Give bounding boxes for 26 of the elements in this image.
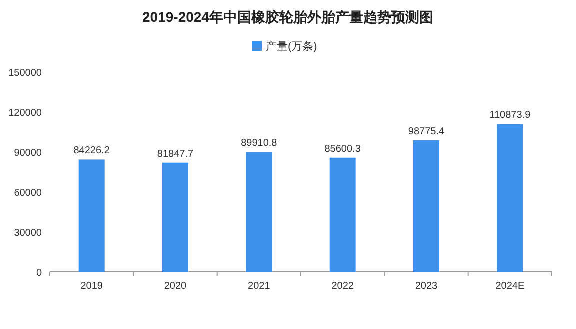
x-tick-label: 2019 bbox=[80, 281, 104, 292]
x-tick-label: 2024E bbox=[496, 281, 525, 292]
legend-label: 产量(万条) bbox=[266, 40, 318, 53]
x-tick-label: 2021 bbox=[248, 281, 271, 292]
data-label: 98775.4 bbox=[408, 126, 446, 138]
data-label: 81847.7 bbox=[157, 148, 194, 160]
chart-title: 2019-2024年中国橡胶轮胎外胎产量趋势预测图 bbox=[142, 9, 434, 25]
bar bbox=[162, 162, 188, 272]
x-tick-label: 2020 bbox=[164, 281, 188, 292]
x-tick-label: 2023 bbox=[415, 281, 438, 292]
y-tick-label: 30000 bbox=[14, 228, 42, 239]
bar bbox=[414, 140, 440, 272]
x-tick-label: 2022 bbox=[332, 281, 354, 292]
data-label: 89910.8 bbox=[241, 138, 278, 150]
y-tick-label: 120000 bbox=[8, 108, 42, 119]
data-label: 84226.2 bbox=[74, 146, 110, 157]
y-tick-label: 0 bbox=[36, 268, 42, 279]
data-label: 85600.3 bbox=[324, 144, 362, 155]
bar bbox=[246, 152, 272, 272]
y-tick-label: 90000 bbox=[14, 148, 42, 159]
bar bbox=[78, 160, 105, 272]
y-tick-label: 60000 bbox=[14, 188, 42, 199]
y-tick-label: 150000 bbox=[8, 68, 42, 79]
bar bbox=[497, 124, 524, 272]
bar bbox=[330, 158, 356, 272]
data-label: 110873.9 bbox=[490, 110, 532, 122]
